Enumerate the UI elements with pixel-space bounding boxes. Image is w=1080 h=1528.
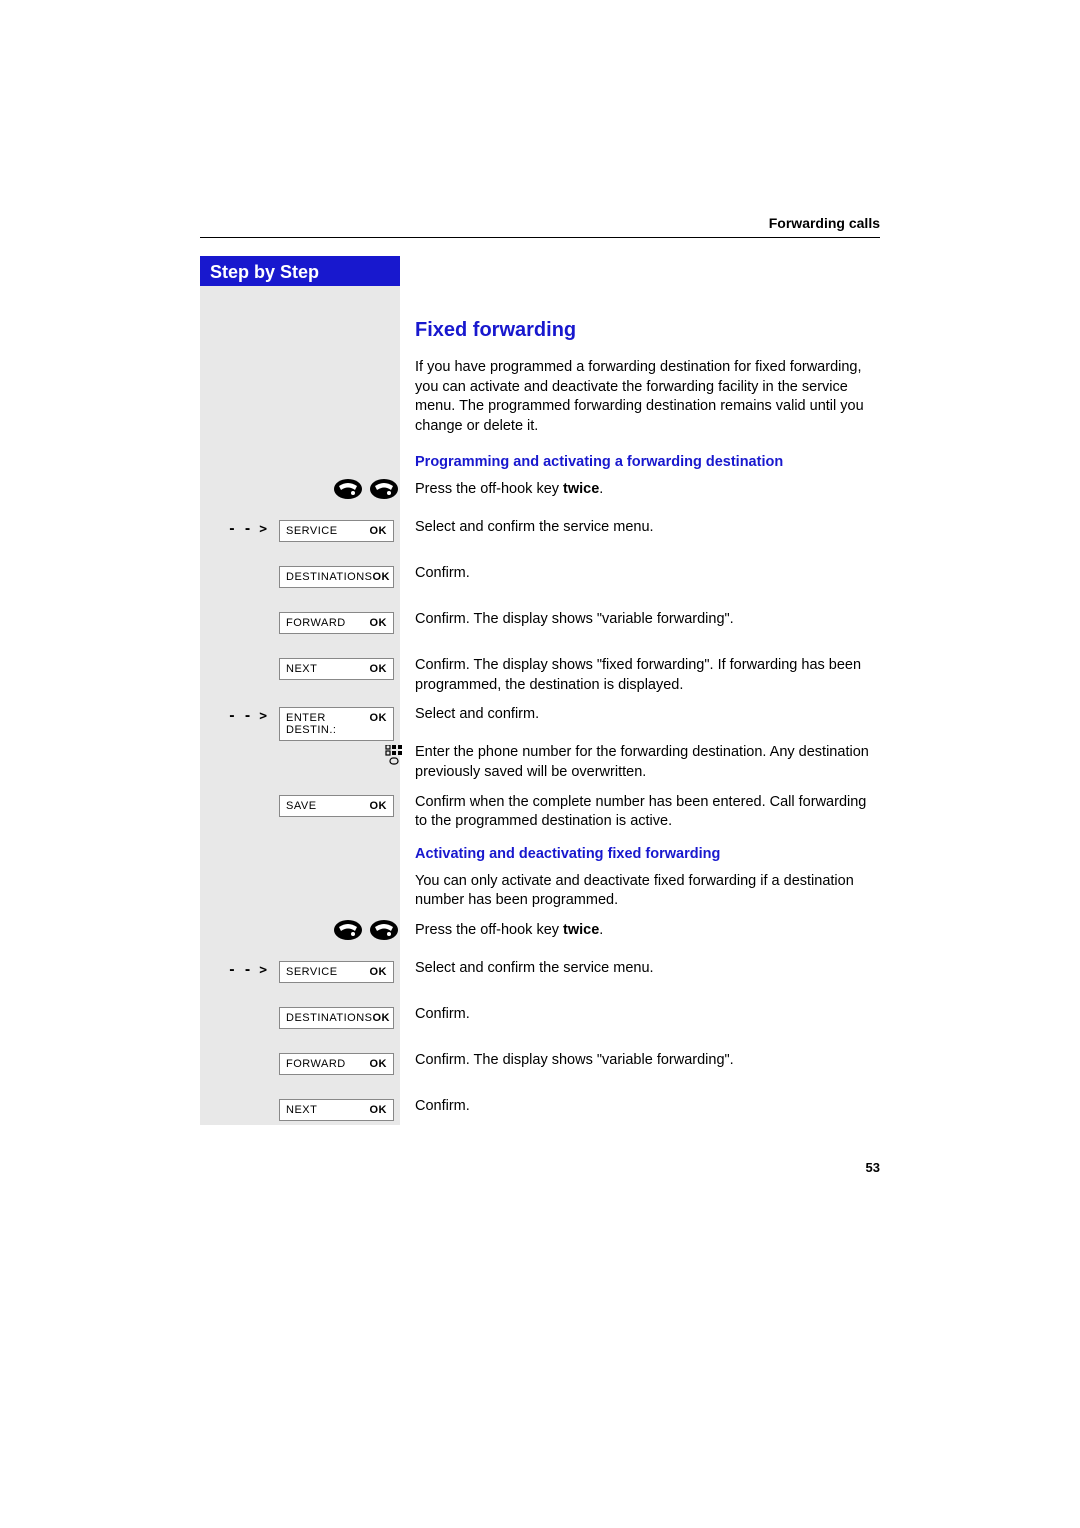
ok-label: OK <box>372 1012 390 1024</box>
menu-label: SERVICE <box>286 525 338 537</box>
step-description: Confirm. The display shows "variable for… <box>415 1051 880 1071</box>
ok-label: OK <box>370 800 388 812</box>
press-hook-suffix: . <box>599 481 603 497</box>
intro2-paragraph: You can only activate and deactivate fix… <box>415 872 880 911</box>
press-hook-bold: twice <box>563 922 599 938</box>
page-number: 53 <box>866 1160 880 1175</box>
display-menu-box: ENTER DESTIN.: OK <box>279 707 394 741</box>
menu-step-row: - - > ENTER DESTIN.: OK Select and confi… <box>415 705 880 733</box>
menu-label: FORWARD <box>286 617 346 629</box>
ok-label: OK <box>370 966 388 978</box>
keypad-step-row: Enter the phone number for the forwardin… <box>415 743 880 782</box>
display-menu-box: FORWARD OK <box>279 612 394 634</box>
ok-label: OK <box>370 617 388 629</box>
off-hook-icon-pair <box>333 919 399 941</box>
ok-label: OK <box>370 663 388 675</box>
display-menu-box: SAVE OK <box>279 795 394 817</box>
menu-step-row: NEXT OK Confirm. <box>415 1097 880 1125</box>
step-description: Confirm. <box>415 1097 880 1117</box>
off-hook-icon <box>333 919 363 941</box>
main-content: Fixed forwarding If you have programmed … <box>415 319 880 1125</box>
display-menu-box: NEXT OK <box>279 1099 394 1121</box>
step-description: Select and confirm. <box>415 705 880 725</box>
menu-step-row: DESTINATIONS OK Confirm. <box>415 564 880 592</box>
press-hook-row: Press the off-hook key twice. <box>415 921 880 949</box>
body-wrapper: Step by Step Fixed forwarding If you hav… <box>200 256 880 1125</box>
off-hook-icon-pair <box>333 478 399 500</box>
header-section-label: Forwarding calls <box>200 215 880 238</box>
step-description: Confirm. <box>415 564 880 584</box>
menu-arrow-icon: - - > <box>228 709 267 724</box>
menu-label: DESTINATIONS <box>286 1012 372 1024</box>
ok-label: OK <box>370 1058 388 1070</box>
off-hook-icon <box>333 478 363 500</box>
manual-page: Forwarding calls Step by Step Fixed forw… <box>200 215 880 1135</box>
display-menu-box: NEXT OK <box>279 658 394 680</box>
keypad-icon <box>385 745 403 767</box>
ok-label: OK <box>372 571 390 583</box>
menu-label: NEXT <box>286 1104 317 1116</box>
press-hook-prefix: Press the off-hook key <box>415 922 563 938</box>
step-description: Confirm. <box>415 1005 880 1025</box>
subheading-activating: Activating and deactivating fixed forwar… <box>415 846 880 862</box>
display-menu-box: DESTINATIONS OK <box>279 1007 394 1029</box>
menu-arrow-icon: - - > <box>228 963 267 978</box>
menu-step-row: DESTINATIONS OK Confirm. <box>415 1005 880 1033</box>
display-menu-box: DESTINATIONS OK <box>279 566 394 588</box>
ok-label: OK <box>370 1104 388 1116</box>
step-description: Select and confirm the service menu. <box>415 518 880 538</box>
menu-arrow-icon: - - > <box>228 522 267 537</box>
step-description: Select and confirm the service menu. <box>415 959 880 979</box>
press-hook-text: Press the off-hook key twice. <box>415 480 880 500</box>
subheading-programming: Programming and activating a forwarding … <box>415 454 880 470</box>
menu-label: DESTINATIONS <box>286 571 372 583</box>
step-description: Confirm. The display shows "variable for… <box>415 610 880 630</box>
off-hook-icon <box>369 919 399 941</box>
menu-step-row: - - > SERVICE OK Select and confirm the … <box>415 518 880 546</box>
menu-label: ENTER DESTIN.: <box>286 712 370 736</box>
ok-label: OK <box>370 525 388 537</box>
page-title: Fixed forwarding <box>415 319 880 342</box>
menu-label: SAVE <box>286 800 317 812</box>
display-menu-box: FORWARD OK <box>279 1053 394 1075</box>
intro-paragraph: If you have programmed a forwarding dest… <box>415 358 880 436</box>
menu-step-row: - - > SERVICE OK Select and confirm the … <box>415 959 880 987</box>
press-hook-prefix: Press the off-hook key <box>415 481 563 497</box>
press-hook-bold: twice <box>563 481 599 497</box>
press-hook-suffix: . <box>599 922 603 938</box>
menu-step-row: NEXT OK Confirm. The display shows "fixe… <box>415 656 880 695</box>
display-menu-box: SERVICE OK <box>279 961 394 983</box>
keypad-description: Enter the phone number for the forwardin… <box>415 743 880 782</box>
press-hook-row: Press the off-hook key twice. <box>415 480 880 508</box>
menu-step-row: FORWARD OK Confirm. The display shows "v… <box>415 610 880 638</box>
menu-label: SERVICE <box>286 966 338 978</box>
step-by-step-banner: Step by Step <box>200 256 400 289</box>
step-description: Confirm when the complete number has bee… <box>415 793 880 832</box>
menu-step-row: SAVE OK Confirm when the complete number… <box>415 793 880 832</box>
off-hook-icon <box>369 478 399 500</box>
menu-label: FORWARD <box>286 1058 346 1070</box>
menu-step-row: FORWARD OK Confirm. The display shows "v… <box>415 1051 880 1079</box>
ok-label: OK <box>370 712 388 736</box>
display-menu-box: SERVICE OK <box>279 520 394 542</box>
menu-label: NEXT <box>286 663 317 675</box>
press-hook-text: Press the off-hook key twice. <box>415 921 880 941</box>
step-description: Confirm. The display shows "fixed forwar… <box>415 656 880 695</box>
